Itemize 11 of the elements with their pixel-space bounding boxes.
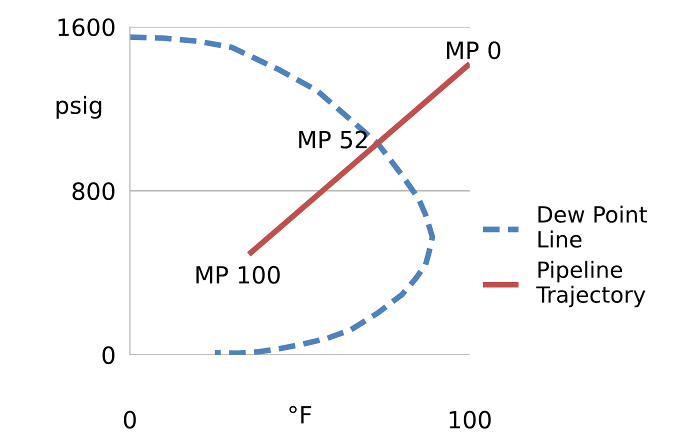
y-tick-label: 800 — [72, 182, 114, 200]
x-tick-label: 100 — [450, 410, 491, 429]
annotation: MP 100 — [196, 266, 280, 284]
legend-label: Pipeline Trajectory — [536, 260, 646, 308]
y-axis-title: psig — [56, 96, 102, 119]
x-axis-title: °F — [289, 406, 312, 424]
annotation: MP 52 — [299, 130, 367, 149]
y-tick-label: 0 — [102, 346, 114, 364]
legend-label: Dew Point Line — [538, 206, 647, 248]
y-tick-label: 1600 — [58, 18, 114, 36]
annotation: MP 0 — [447, 41, 500, 60]
